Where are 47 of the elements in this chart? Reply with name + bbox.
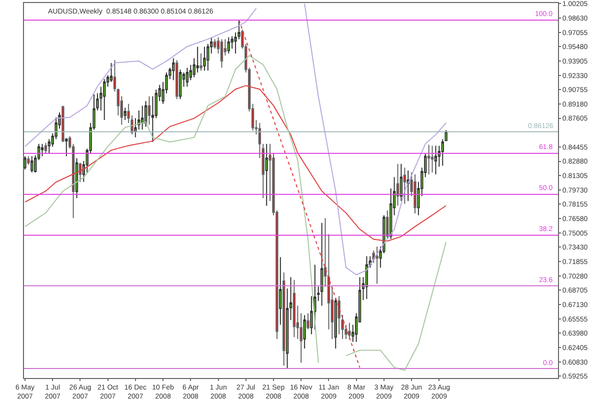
candlestick bbox=[78, 162, 82, 182]
candlestick bbox=[303, 314, 306, 350]
candlestick bbox=[334, 298, 337, 350]
candlestick bbox=[400, 163, 403, 202]
candlestick bbox=[265, 143, 268, 206]
candlestick bbox=[24, 156, 26, 170]
candlestick bbox=[30, 156, 34, 173]
candlestick bbox=[230, 36, 234, 50]
candlestick bbox=[430, 145, 434, 173]
candlestick bbox=[75, 158, 78, 199]
candlestick bbox=[144, 100, 148, 128]
candlestick bbox=[140, 105, 144, 130]
candlestick bbox=[65, 138, 68, 157]
candlestick bbox=[365, 256, 368, 300]
candlestick bbox=[172, 58, 175, 81]
candlestick bbox=[376, 246, 378, 284]
candlestick bbox=[186, 67, 189, 88]
candlestick bbox=[124, 107, 126, 121]
candlestick bbox=[178, 69, 182, 100]
candlestick bbox=[348, 322, 351, 340]
candlestick bbox=[406, 170, 410, 202]
candlestick bbox=[40, 143, 44, 157]
candlestick bbox=[196, 46, 199, 73]
candlestick bbox=[227, 36, 230, 54]
candlestick bbox=[396, 163, 400, 206]
candlestick bbox=[200, 52, 202, 72]
candlestick bbox=[44, 142, 48, 154]
candlestick bbox=[403, 167, 406, 204]
candlestick bbox=[386, 210, 389, 240]
candlestick bbox=[279, 256, 282, 326]
candlestick bbox=[203, 46, 206, 72]
candlestick bbox=[434, 145, 438, 175]
candlestick bbox=[427, 144, 430, 175]
candlestick bbox=[306, 312, 310, 330]
candlestick bbox=[320, 222, 324, 306]
candlestick bbox=[220, 38, 224, 68]
candlestick bbox=[213, 38, 216, 50]
candlestick bbox=[176, 60, 178, 100]
candlestick bbox=[62, 105, 64, 142]
candlestick bbox=[414, 174, 416, 214]
candlestick bbox=[27, 156, 30, 166]
candlestick bbox=[103, 78, 106, 121]
candlestick bbox=[148, 96, 151, 126]
candlestick bbox=[292, 279, 296, 338]
candlestick bbox=[110, 62, 113, 83]
candlestick bbox=[282, 272, 286, 366]
candlestick bbox=[338, 296, 340, 335]
